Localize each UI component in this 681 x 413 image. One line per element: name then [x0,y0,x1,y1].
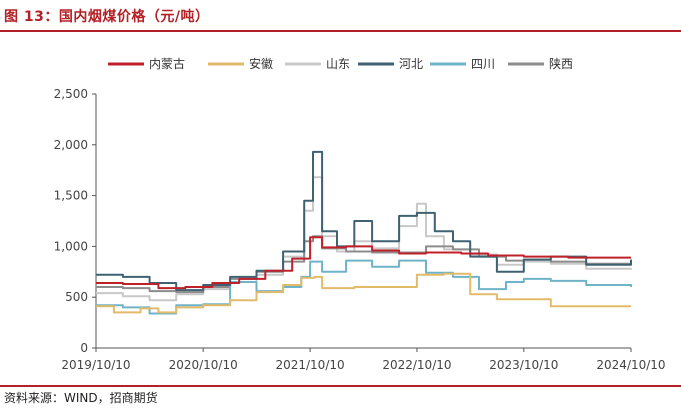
y-tick-label: 2,000 [54,138,88,152]
chart-legend: 内蒙古 安徽 山东 河北 四川 陕西 [108,56,573,71]
x-tick-label: 2019/10/10 [61,358,130,372]
x-tick-label: 2022/10/10 [382,358,451,372]
source-note: 资料来源：WIND，招商期货 [4,391,158,405]
y-tick-label: 1,500 [54,189,88,203]
y-tick-label: 1,000 [54,239,88,253]
title-rule [0,30,681,32]
series-line-4 [96,150,632,292]
figure-title: 图 13：国内烟煤价格（元/吨） [4,9,210,25]
legend-label: 四川 [471,57,495,71]
series-line-2 [96,272,631,314]
legend-label: 河北 [399,57,423,71]
x-tick-label: 2020/10/10 [169,358,238,372]
legend-label: 山东 [326,57,350,71]
legend-label: 陕西 [549,56,573,71]
x-tick-label: 2024/10/10 [596,358,665,372]
y-tick-label: 2,500 [54,87,88,101]
chart-axes: 0 500 1,000 1,500 2,000 2,500 2019/10/10 2020/1… [54,87,666,372]
source-rule [0,385,681,387]
series-line-1 [96,236,631,290]
legend-label: 安徽 [249,56,273,71]
x-tick-label: 2021/10/10 [275,358,344,372]
y-tick-label: 500 [65,290,88,304]
chart-series [96,150,632,315]
x-tick-label: 2023/10/10 [489,358,558,372]
legend-label: 内蒙古 [149,56,185,71]
y-tick-label: 0 [80,341,88,355]
